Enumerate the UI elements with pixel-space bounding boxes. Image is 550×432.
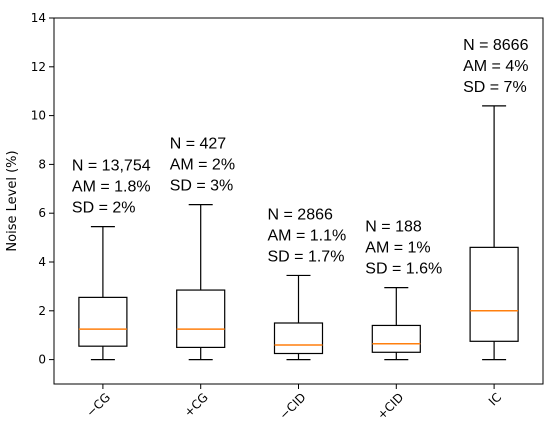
- x-tick-label: −CID: [277, 390, 309, 422]
- annotation-line: SD = 7%: [463, 79, 527, 96]
- iqr-box: [469, 246, 519, 342]
- y-tick-label: 2: [38, 304, 46, 318]
- annotation-line: SD = 2%: [72, 200, 136, 217]
- annotation-line: N = 2866: [268, 206, 333, 223]
- box-4: [469, 105, 519, 361]
- x-tick-label: IC: [486, 390, 504, 408]
- annotation-line: AM = 4%: [463, 58, 528, 75]
- iqr-box: [371, 324, 421, 353]
- annotation-line: AM = 1.8%: [72, 179, 151, 196]
- y-axis: 0 2 4 6 8 10 12 14: [31, 11, 54, 367]
- annotation-line: SD = 1.7%: [268, 248, 345, 265]
- annotation-line: N = 427: [170, 136, 227, 153]
- boxes-group: [78, 105, 519, 361]
- x-axis: −CG +CG −CID +CID IC: [84, 384, 504, 422]
- y-axis-title: Noise Level (%): [5, 150, 20, 251]
- box-1: [176, 204, 226, 361]
- annotation-line: SD = 3%: [170, 178, 234, 195]
- x-tick-label: −CG: [84, 390, 114, 420]
- iqr-box: [176, 289, 226, 348]
- x-tick-label: +CG: [181, 390, 211, 420]
- box-3: [371, 287, 421, 361]
- y-tick-label: 14: [31, 11, 46, 25]
- y-tick-label: 10: [31, 109, 46, 123]
- iqr-box: [78, 296, 128, 347]
- box-0: [78, 226, 128, 361]
- annotations-group: N = 13,754 AM = 1.8% SD = 2% N = 427 AM = 2%…: [72, 37, 529, 278]
- annotation-line: AM = 1.1%: [268, 227, 347, 244]
- y-tick-label: 8: [38, 157, 46, 171]
- annotation-line: AM = 1%: [365, 240, 430, 257]
- annotation-line: N = 13,754: [72, 158, 151, 175]
- iqr-box: [273, 322, 324, 355]
- annotation-line: N = 8666: [463, 37, 528, 54]
- y-tick-label: 4: [38, 255, 46, 269]
- y-tick-label: 0: [38, 353, 46, 367]
- x-tick-label: +CID: [374, 390, 406, 422]
- annotation-line: SD = 1.6%: [365, 261, 442, 278]
- y-tick-label: 12: [31, 60, 46, 74]
- annotation-line: N = 188: [365, 219, 422, 236]
- annotation-line: AM = 2%: [170, 157, 235, 174]
- box-2: [273, 274, 324, 361]
- y-tick-label: 6: [38, 206, 46, 220]
